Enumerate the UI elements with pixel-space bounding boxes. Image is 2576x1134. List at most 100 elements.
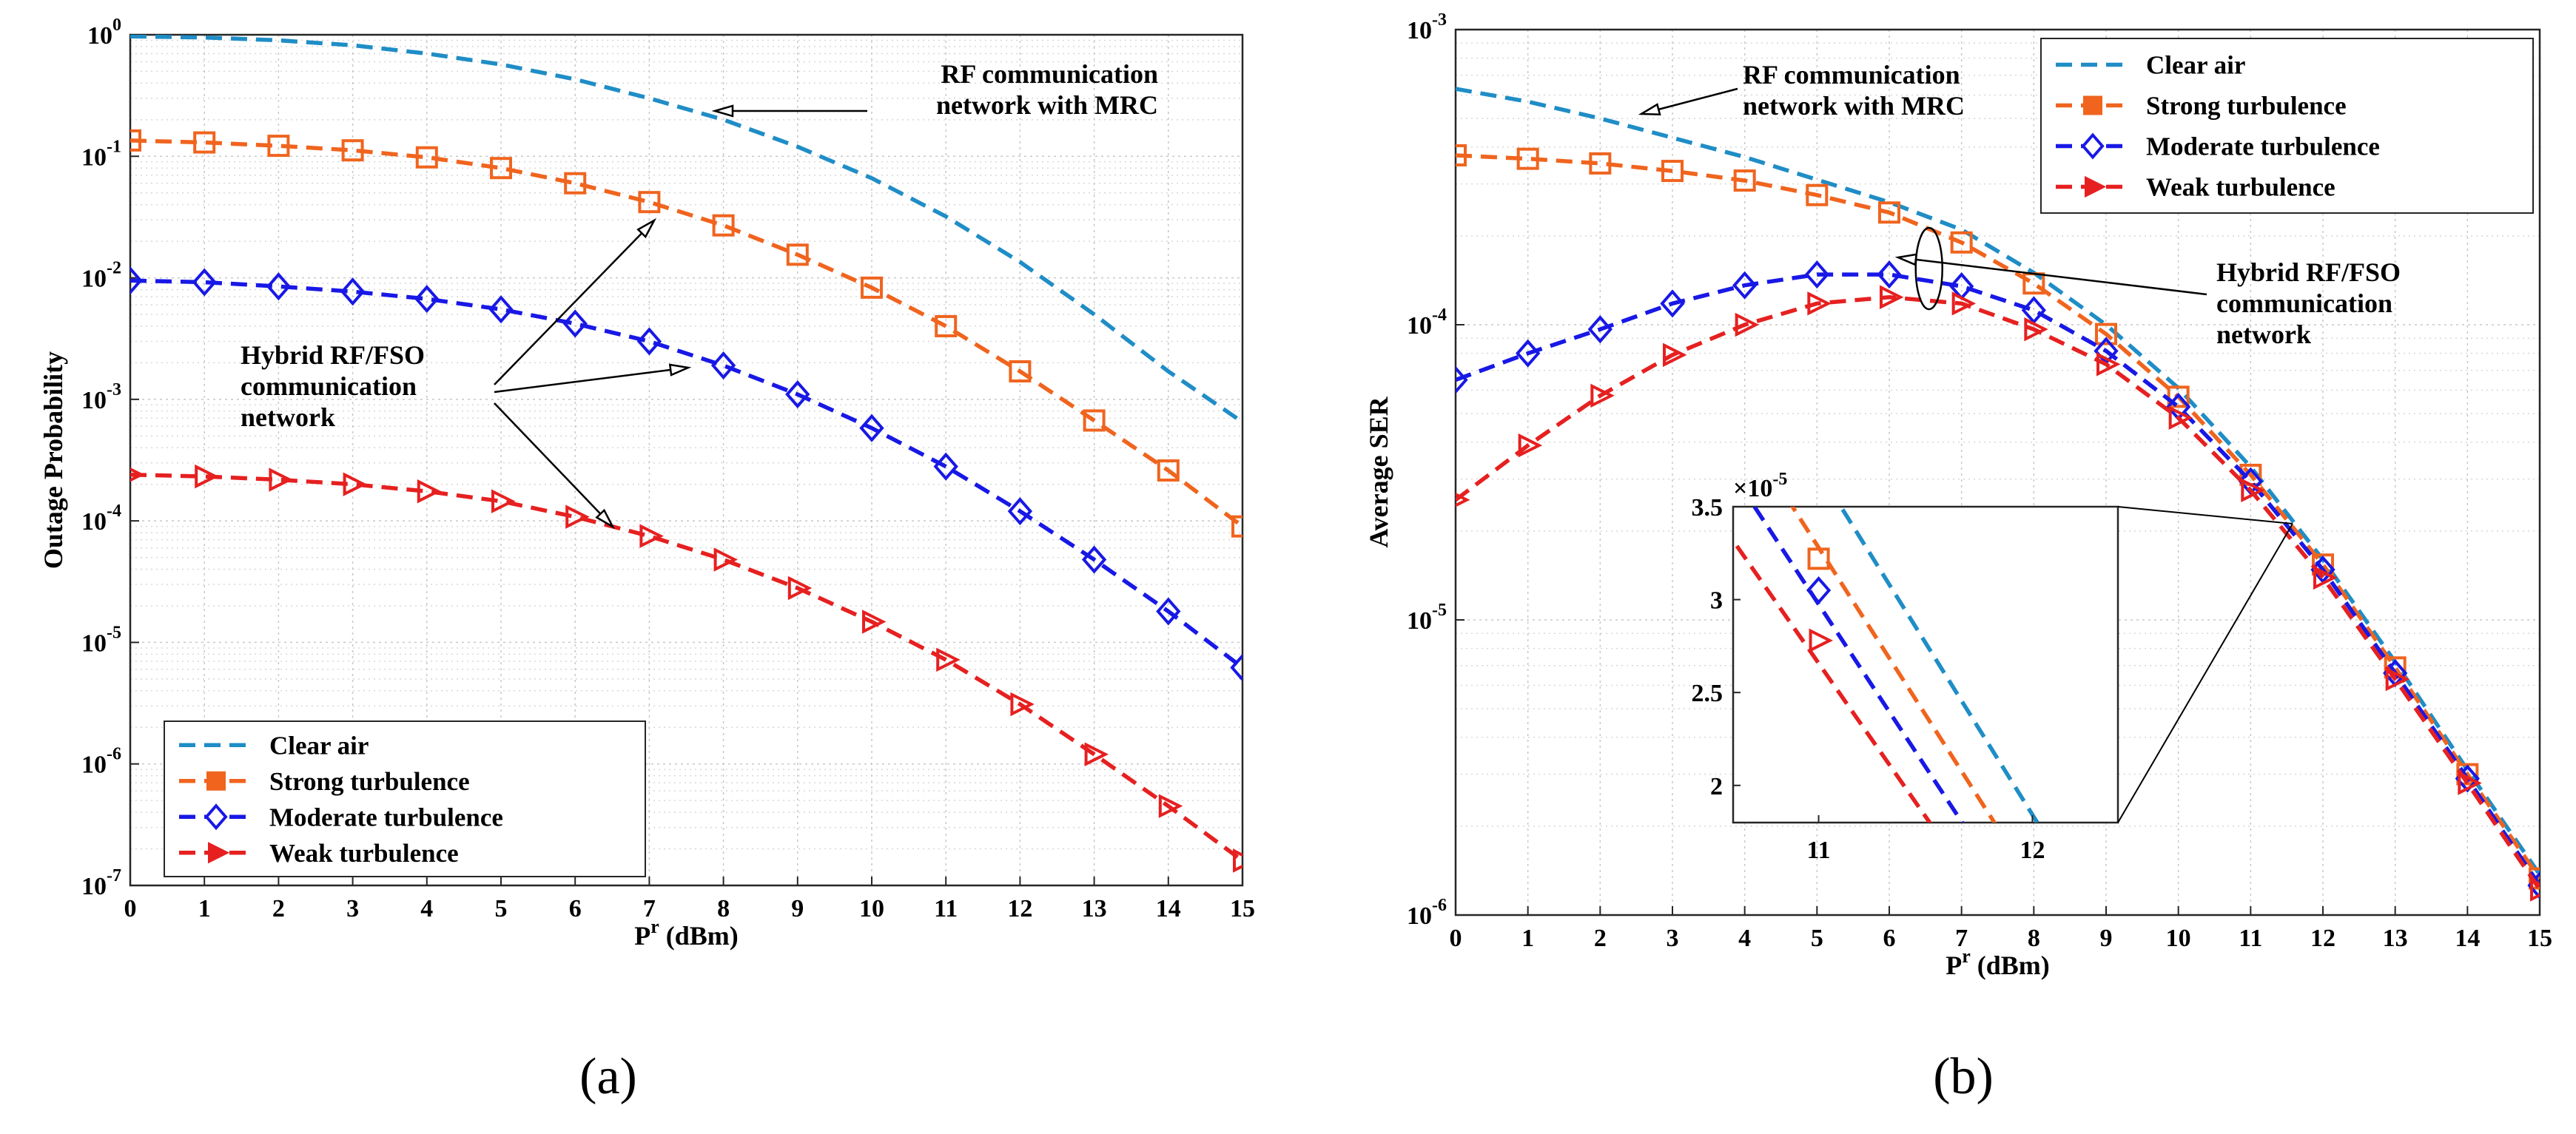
y-tick-base: 10 (81, 752, 107, 779)
axes-box (1454, 28, 2541, 917)
x-axis-label: Pr (dBm) (634, 916, 739, 951)
data-point-marker (1007, 497, 1033, 526)
inset-data-point-marker (1806, 576, 1832, 605)
data-point-marker (130, 467, 145, 482)
x-tick-label: 12 (1007, 895, 1032, 922)
y-tick-label: 100 (87, 16, 121, 50)
data-point-marker (2167, 385, 2190, 408)
data-point-marker (1660, 289, 1685, 318)
data-point-marker (1589, 152, 1612, 175)
legend-label: Weak turbulence (2146, 173, 2335, 202)
x-tick-label: 8 (717, 895, 730, 922)
data-point-marker (341, 139, 364, 162)
data-point-marker (862, 610, 887, 634)
series-line (130, 138, 1242, 528)
inset-connector-line (2117, 523, 2293, 823)
inset-x-tick-label: 12 (2020, 837, 2045, 864)
x-tick-label: 6 (569, 895, 582, 922)
data-point-marker (1806, 183, 1829, 206)
data-point-marker (1456, 144, 1467, 166)
data-point-marker (1735, 312, 1760, 337)
data-point-marker (713, 547, 739, 572)
data-point-marker (1733, 169, 1756, 192)
inset-series-line (1838, 507, 2040, 823)
data-point-marker (1009, 360, 1032, 382)
series-line (1456, 272, 2540, 887)
series-clear-air (130, 35, 1242, 424)
legend: Clear air Strong turbulence Moderate turbu… (164, 720, 646, 877)
data-point-marker (1516, 147, 1539, 170)
annotation-rf-line: network with MRC (936, 90, 1158, 120)
y-tick-label: 10-5 (1407, 601, 1447, 635)
series-clear-air (1456, 87, 2540, 876)
x-axis-label-unit: (dBm) (659, 921, 739, 951)
x-tick-label: 7 (1955, 925, 1968, 952)
x-axis-label-superscript: r (650, 916, 659, 937)
y-tick-label: 10-6 (81, 745, 121, 779)
y-tick-base: 10 (81, 873, 107, 900)
data-point-marker (193, 131, 216, 154)
data-point-marker (1158, 794, 1183, 818)
data-point-marker (2095, 323, 2117, 345)
data-point-marker (1516, 339, 1541, 368)
data-point-marker (414, 285, 440, 314)
data-point-marker (2313, 565, 2338, 590)
inset-y-tick-label: 3.5 (1692, 494, 1724, 522)
y-tick-base: 10 (1407, 17, 1432, 44)
annotation-hybrid-line: network (241, 402, 335, 432)
arrow-head (595, 508, 616, 530)
y-tick-label: 10-7 (81, 866, 121, 900)
legend-label: Moderate turbulence (2146, 132, 2380, 161)
x-tick-label: 9 (2100, 925, 2113, 952)
arrow-shaft (494, 220, 655, 385)
data-point-marker (1732, 271, 1758, 300)
arrow-shaft (494, 402, 613, 527)
series-strong-turbulence (130, 129, 1242, 538)
y-axis-label: Average SER (1364, 396, 1393, 547)
x-tick-label: 0 (124, 895, 137, 922)
data-point-marker (490, 157, 512, 180)
data-point-marker (564, 172, 587, 195)
data-point-marker (1590, 383, 1615, 408)
data-point-marker (1807, 291, 1832, 316)
inset-data-point-marker (1809, 628, 1834, 653)
data-point-marker (2385, 666, 2410, 692)
legend-label: Clear air (269, 731, 369, 760)
data-point-marker (192, 268, 217, 297)
data-point-marker (2241, 478, 2265, 502)
inset-y-tick-label: 2.5 (1692, 680, 1724, 707)
y-tick-exponent: -4 (107, 502, 121, 521)
inset-series-line (1752, 507, 1965, 823)
inset-zoom: 11 12 3.5 3 2.5 2 ×10-5 (1692, 470, 2293, 864)
y-tick-exponent: -5 (107, 623, 121, 642)
x-tick-label: 6 (1883, 925, 1896, 952)
data-point-marker (1950, 231, 1973, 254)
y-tick-exponent: -1 (107, 137, 121, 156)
legend-marker (204, 803, 228, 831)
series-line (1456, 87, 2540, 876)
y-tick-exponent: -3 (1432, 10, 1447, 30)
data-point-marker (267, 135, 290, 158)
y-tick-label: 10-6 (1407, 896, 1447, 930)
legend-marker (206, 771, 226, 791)
y-tick-base: 10 (81, 144, 107, 171)
x-tick-label: 5 (1811, 925, 1823, 952)
y-tick-label: 10-3 (1407, 10, 1447, 44)
y-tick-base: 10 (81, 387, 107, 414)
series-moderate-turbulence (130, 266, 1242, 682)
data-point-marker (787, 576, 813, 601)
annotation-rf-line: RF communication (941, 59, 1158, 89)
data-point-marker (195, 464, 219, 489)
y-tick-exponent: -2 (107, 259, 121, 278)
data-point-marker (2530, 877, 2540, 902)
y-tick-exponent: -6 (1432, 896, 1447, 915)
data-point-marker (936, 647, 961, 672)
legend-marker (2081, 132, 2105, 160)
x-tick-label: 15 (2527, 925, 2552, 952)
data-point-marker (861, 276, 883, 299)
data-point-marker (1880, 285, 1904, 309)
inset-y-tick-label: 2 (1710, 773, 1723, 800)
y-tick-label: 10-4 (81, 502, 121, 536)
series-weak-turbulence (130, 464, 1242, 873)
annotation-hybrid-line: network (2216, 320, 2311, 349)
